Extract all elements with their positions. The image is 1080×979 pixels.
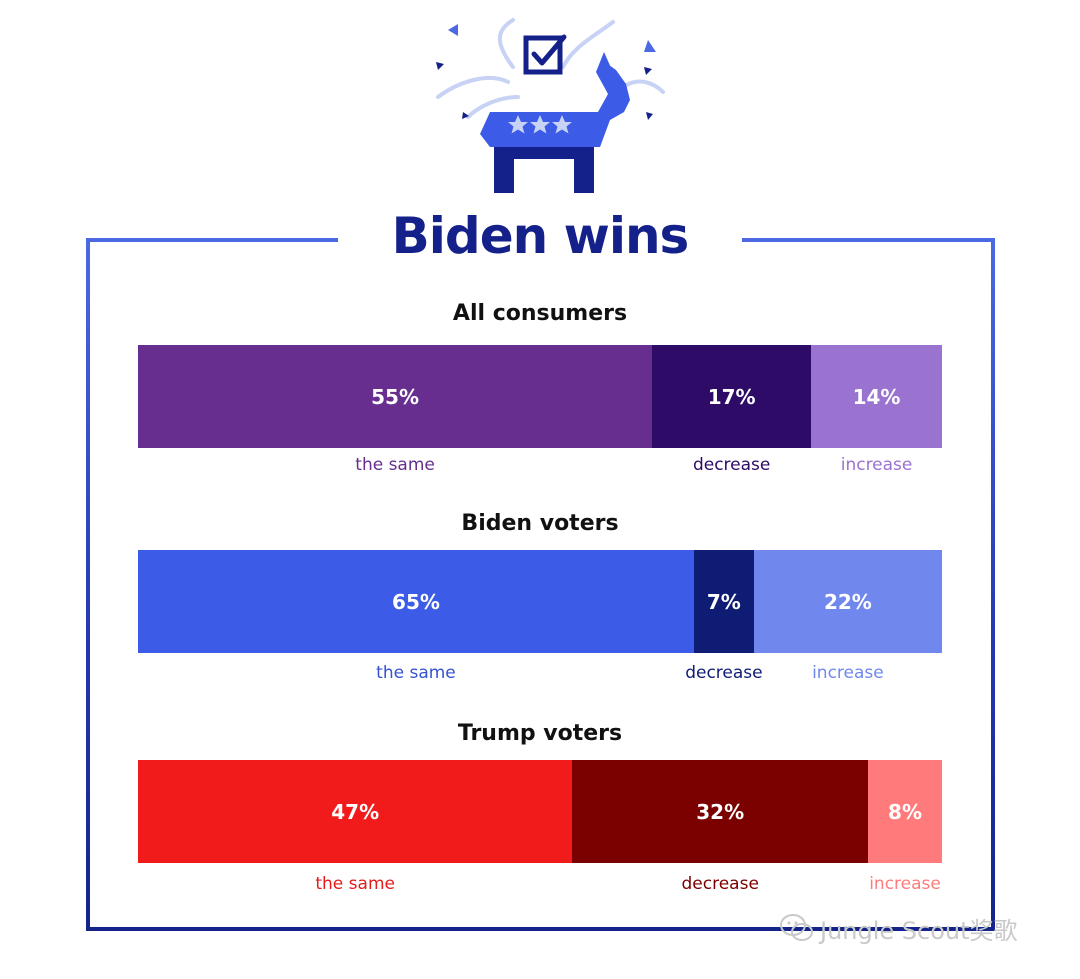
chart-title: All consumers	[452, 301, 628, 326]
bar-segment-the-same: 55%	[138, 345, 653, 448]
data-label: 14%	[852, 384, 901, 409]
bar-segment-decrease: 7%	[693, 550, 754, 653]
bar-segment-decrease: 32%	[572, 760, 869, 863]
watermark-text: Jungle Scout奖歌	[820, 916, 1018, 945]
category-label: decrease	[681, 874, 759, 894]
democratic-donkey-with-checkbox-icon	[436, 18, 665, 193]
wechat-icon	[780, 914, 813, 941]
chart-title: Trump voters	[457, 721, 623, 746]
data-label: 55%	[371, 384, 420, 409]
category-labels: the same decrease increase	[138, 872, 942, 896]
bar-segment-decrease: 17%	[652, 345, 812, 448]
category-label: decrease	[685, 663, 763, 683]
category-label: increase	[840, 455, 913, 475]
bar-segment-the-same: 47%	[138, 760, 573, 863]
data-label: 32%	[696, 799, 745, 824]
category-label: increase	[812, 663, 884, 683]
bar-segment-increase: 22%	[753, 550, 942, 653]
category-label: the same	[376, 663, 456, 683]
bar-segment-increase: 8%	[868, 760, 942, 863]
bar-segment-increase: 14%	[811, 345, 942, 448]
data-label: 22%	[823, 589, 872, 614]
stacked-bar: 65% 7% 22%	[138, 550, 942, 653]
stacked-bar: 55% 17% 14%	[138, 345, 942, 448]
chart-title: Biden voters	[461, 511, 619, 536]
data-label: 65%	[392, 589, 440, 614]
data-label: 8%	[888, 799, 922, 824]
category-labels: the same decrease increase	[138, 453, 942, 477]
title-gap	[338, 228, 742, 252]
page-title: Biden wins	[391, 207, 690, 265]
data-label: 17%	[707, 384, 756, 409]
watermark: Jungle Scout奖歌	[780, 910, 1060, 946]
category-label: increase	[869, 874, 941, 894]
category-label: the same	[315, 874, 395, 894]
data-label: 47%	[331, 799, 380, 824]
category-label: the same	[355, 455, 435, 475]
stacked-bar: 47% 32% 8%	[138, 760, 942, 863]
category-labels: the same decrease increase	[138, 661, 942, 685]
bar-segment-the-same: 65%	[138, 550, 694, 653]
category-label: decrease	[692, 455, 771, 475]
data-label: 7%	[706, 589, 741, 614]
